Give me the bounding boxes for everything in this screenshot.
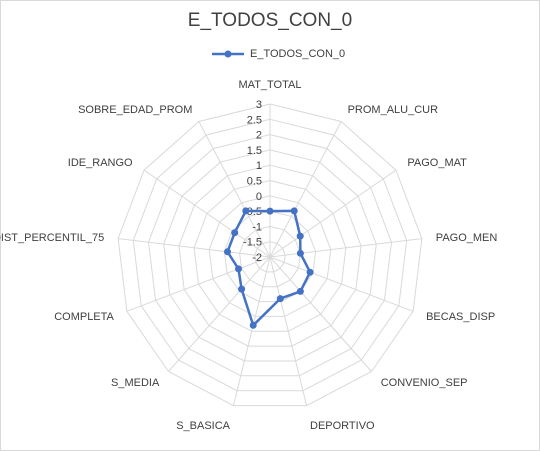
category-label: S_MEDIA — [111, 377, 160, 389]
category-label: MAT_TOTAL — [239, 79, 302, 91]
gridline-ring — [163, 149, 377, 362]
tick-label: 0.5 — [247, 176, 262, 188]
axis-spoke — [143, 169, 271, 258]
data-point — [249, 321, 257, 329]
axis-spoke — [269, 256, 308, 406]
data-point — [231, 229, 239, 237]
axis-spoke — [269, 238, 422, 258]
data-point — [235, 265, 242, 273]
tick-label: 0 — [256, 191, 262, 203]
category-label: PAGO_MAT — [407, 157, 467, 169]
radar-category-labels: MAT_TOTAL PROM_ALU_CUR PAGO_MAT PAGO_MEN BEC… — [0, 79, 497, 432]
radar-tick-labels: 32.521.510.50-0.5-1-1.5-2 — [243, 99, 262, 264]
data-point — [296, 249, 304, 257]
tick-label: -2 — [252, 252, 262, 264]
gridline-ring — [239, 225, 301, 288]
data-point — [266, 207, 274, 215]
gridline-ring — [223, 210, 317, 303]
radar-axes — [118, 104, 422, 406]
axis-spoke — [269, 121, 342, 258]
axis-spoke — [269, 256, 414, 312]
data-point — [238, 285, 246, 293]
category-label: CONVENIO_SEP — [381, 377, 468, 389]
category-label: DEPORTIVO — [310, 420, 375, 432]
chart-title: E_TODOS_CON_0 — [187, 10, 353, 31]
axis-spoke — [269, 256, 372, 372]
gridline-ring — [132, 118, 408, 392]
axis-spoke — [118, 238, 271, 258]
tick-label: 1.5 — [247, 145, 262, 157]
category-label: SOBRE_EDAD_PROM — [78, 104, 192, 116]
gridline-ring — [178, 164, 362, 347]
category-label: DIST_PERCENTIL_75 — [0, 232, 104, 244]
category-label: COMPLETA — [54, 311, 114, 323]
category-label: IDE_RANGO — [68, 157, 133, 169]
gridline-ring — [254, 241, 286, 273]
legend: E_TODOS_CON_0 — [0, 46, 540, 64]
radar-grid — [117, 103, 423, 407]
category-label: S_BASICA — [176, 420, 230, 432]
axis-spoke — [168, 256, 271, 372]
data-point — [224, 248, 231, 256]
tick-label: 3 — [256, 99, 262, 111]
gridline-ring — [117, 103, 423, 407]
tick-label: 2.5 — [247, 114, 262, 126]
legend-swatch — [212, 50, 244, 58]
data-point — [276, 295, 284, 303]
tick-label: -1 — [252, 221, 262, 233]
tick-label: 1 — [256, 160, 262, 172]
tick-label: 2 — [256, 130, 262, 142]
category-label: PROM_ALU_CUR — [348, 104, 439, 116]
axis-spoke — [232, 256, 271, 406]
axis-spoke — [269, 169, 397, 258]
category-label: PAGO_MEN — [436, 232, 498, 244]
data-point — [242, 207, 250, 215]
gridline-ring — [147, 134, 393, 377]
radar-series — [224, 207, 314, 329]
axis-spoke — [198, 121, 271, 258]
data-point — [306, 268, 314, 276]
data-point — [296, 287, 304, 295]
gridline-ring — [193, 179, 347, 332]
gridline-ring — [208, 195, 332, 317]
data-point — [296, 232, 304, 240]
legend-label: E_TODOS_CON_0 — [250, 48, 346, 60]
data-point — [290, 207, 298, 215]
tick-label: -1.5 — [243, 237, 262, 249]
category-label: BECAS_DISP — [426, 311, 495, 323]
axis-spoke — [126, 256, 271, 312]
